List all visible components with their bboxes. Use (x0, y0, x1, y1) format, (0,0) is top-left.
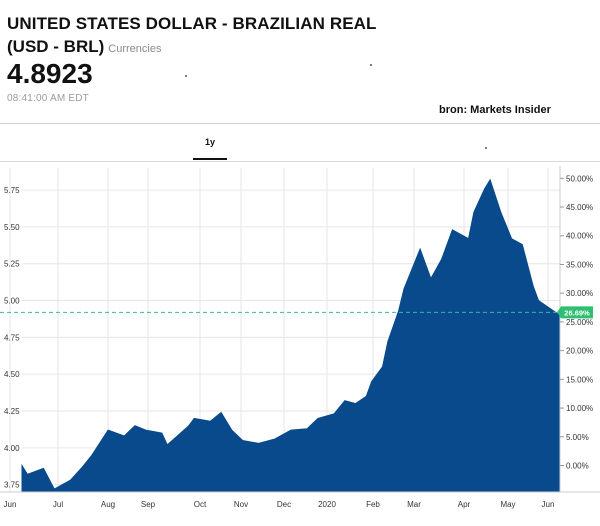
y-right-tick-label: 10.00% (566, 404, 593, 413)
y-tick-label: 5.25 (4, 260, 20, 269)
y-tick-label: 5.00 (4, 297, 20, 306)
decorative-dot (185, 75, 187, 77)
x-tick-label: Aug (101, 500, 115, 509)
source-caption: bron: Markets Insider (439, 104, 551, 116)
y-tick-label: 4.50 (4, 370, 20, 379)
price-timestamp: 08:41:00 AM EDT (7, 93, 89, 104)
x-tick-label: May (500, 500, 515, 509)
x-tick-label: Apr (458, 500, 471, 509)
x-tick-label: Jun (542, 500, 555, 509)
tab-1y-underline (193, 158, 227, 160)
y-right-tick-label: 40.00% (566, 232, 593, 241)
x-tick-label: Oct (194, 500, 207, 509)
y-right-tick-label: 5.00% (566, 433, 589, 442)
decorative-dot (485, 147, 487, 149)
x-tick-label: Dec (277, 500, 291, 509)
change-marker-bg (557, 306, 593, 319)
x-tick-label: Jul (53, 500, 63, 509)
x-tick-label: 2020 (318, 500, 336, 509)
y-right-tick-label: 15.00% (566, 375, 593, 384)
x-tick-label: Mar (407, 500, 421, 509)
x-tick-label: Feb (366, 500, 380, 509)
y-right-tick-label: 25.00% (566, 318, 593, 327)
y-right-tick-label: 20.00% (566, 347, 593, 356)
y-tick-label: 4.00 (4, 444, 20, 453)
y-tick-label: 4.75 (4, 333, 20, 342)
tab-1y[interactable]: 1y (204, 137, 215, 147)
y-right-tick-label: 30.00% (566, 289, 593, 298)
change-marker-label: 26.69% (564, 308, 590, 317)
decorative-dot (370, 64, 372, 66)
y-right-tick-label: 50.00% (566, 174, 593, 183)
asset-type-label: Currencies (108, 43, 162, 55)
tabs-divider (0, 161, 600, 162)
current-price: 4.8923 (7, 58, 93, 89)
asset-symbol-line: (USD - BRL) Currencies (7, 37, 161, 59)
x-tick-label: Jun (4, 500, 17, 509)
x-tick-label: Sep (141, 500, 156, 509)
asset-symbol: (USD - BRL) (7, 37, 105, 56)
asset-title: UNITED STATES DOLLAR - BRAZILIAN REAL (7, 14, 377, 33)
y-tick-label: 4.25 (4, 407, 20, 416)
y-tick-label: 5.75 (4, 186, 20, 195)
y-right-tick-label: 35.00% (566, 260, 593, 269)
y-tick-label: 3.75 (4, 481, 20, 490)
area-series (21, 178, 561, 493)
y-tick-label: 5.50 (4, 223, 20, 232)
header-divider (0, 123, 600, 124)
y-right-tick-label: 0.00% (566, 461, 589, 470)
y-right-tick-label: 45.00% (566, 203, 593, 212)
x-tick-label: Nov (234, 500, 248, 509)
